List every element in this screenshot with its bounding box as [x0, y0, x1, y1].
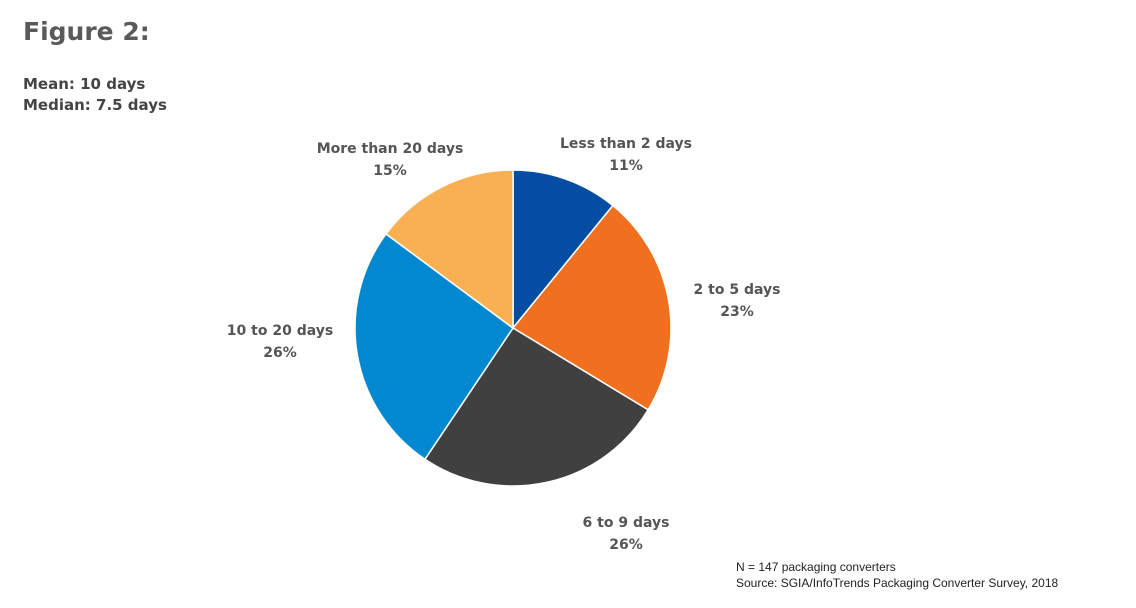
slice-label-value: 11%	[609, 158, 643, 174]
slice-label-name: 6 to 9 days	[582, 515, 670, 531]
pie-slice-more-than-20-days	[385, 169, 514, 330]
slice-label-less-than-2-days: Less than 2 days 11%	[546, 133, 706, 177]
pie-slice-less-than-2-days	[512, 169, 614, 331]
sample-size-note: N = 147 packaging converters	[736, 560, 896, 574]
slice-label-value: 15%	[373, 163, 407, 179]
slice-label-value: 26%	[263, 345, 297, 361]
source-note: Source: SGIA/InfoTrends Packaging Conver…	[736, 576, 1059, 590]
pie-slice-6-to-9-days	[423, 326, 650, 487]
slice-label-6-to-9-days: 6 to 9 days 26%	[556, 512, 696, 556]
slice-label-name: 2 to 5 days	[693, 282, 781, 298]
slice-label-value: 23%	[720, 304, 754, 320]
slice-label-name: Less than 2 days	[559, 136, 692, 152]
slice-label-more-than-20-days: More than 20 days 15%	[300, 138, 480, 182]
figure-title: Figure 2:	[23, 17, 150, 46]
slice-label-name: More than 20 days	[316, 141, 464, 157]
median-stat: Median: 7.5 days	[23, 96, 167, 114]
slice-label-value: 26%	[609, 537, 643, 553]
slice-label-2-to-5-days: 2 to 5 days 23%	[672, 279, 802, 323]
slice-label-name: 10 to 20 days	[226, 323, 334, 339]
slice-label-10-to-20-days: 10 to 20 days 26%	[210, 320, 350, 364]
pie-slice-10-to-20-days	[354, 232, 515, 461]
mean-stat: Mean: 10 days	[23, 75, 146, 93]
pie-slice-2-to-5-days	[511, 204, 672, 411]
